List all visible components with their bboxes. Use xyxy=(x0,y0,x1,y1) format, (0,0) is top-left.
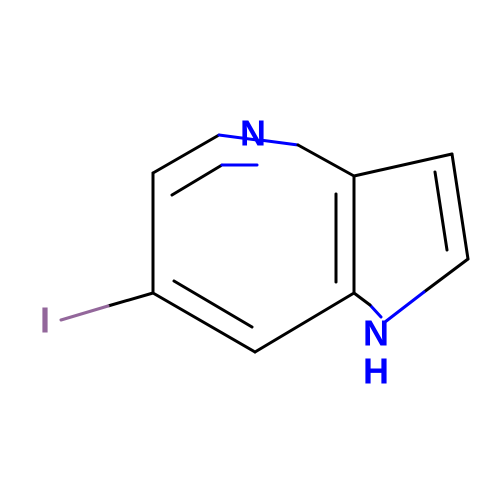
bond-npyr-c2-a xyxy=(298,145,354,176)
atom-iodine: I xyxy=(40,300,50,341)
bond-c7-nh-b xyxy=(385,292,424,322)
bond-c6-c7-d xyxy=(435,172,447,250)
bond-c4-c5 xyxy=(153,293,255,352)
bond-c5-i-a xyxy=(108,293,153,306)
bond-c3-c4 xyxy=(255,293,354,352)
bond-c1-npyr-a2 xyxy=(172,165,222,195)
bond-c6-c7 xyxy=(452,154,468,259)
bond-c1-npyr-a xyxy=(153,135,219,173)
atom-nh-h: H xyxy=(363,351,389,392)
bond-nh-c3-a xyxy=(354,293,370,305)
bond-c5-i-b xyxy=(61,306,108,320)
molecule-canvas: N N H I xyxy=(0,0,500,500)
bond-c4-c5-d xyxy=(174,281,252,327)
atom-n-pyridine: N xyxy=(240,113,266,154)
atom-nh-n: N xyxy=(363,313,389,354)
bond-c2-c6 xyxy=(354,154,452,176)
bond-c7-nh-a xyxy=(424,259,468,292)
